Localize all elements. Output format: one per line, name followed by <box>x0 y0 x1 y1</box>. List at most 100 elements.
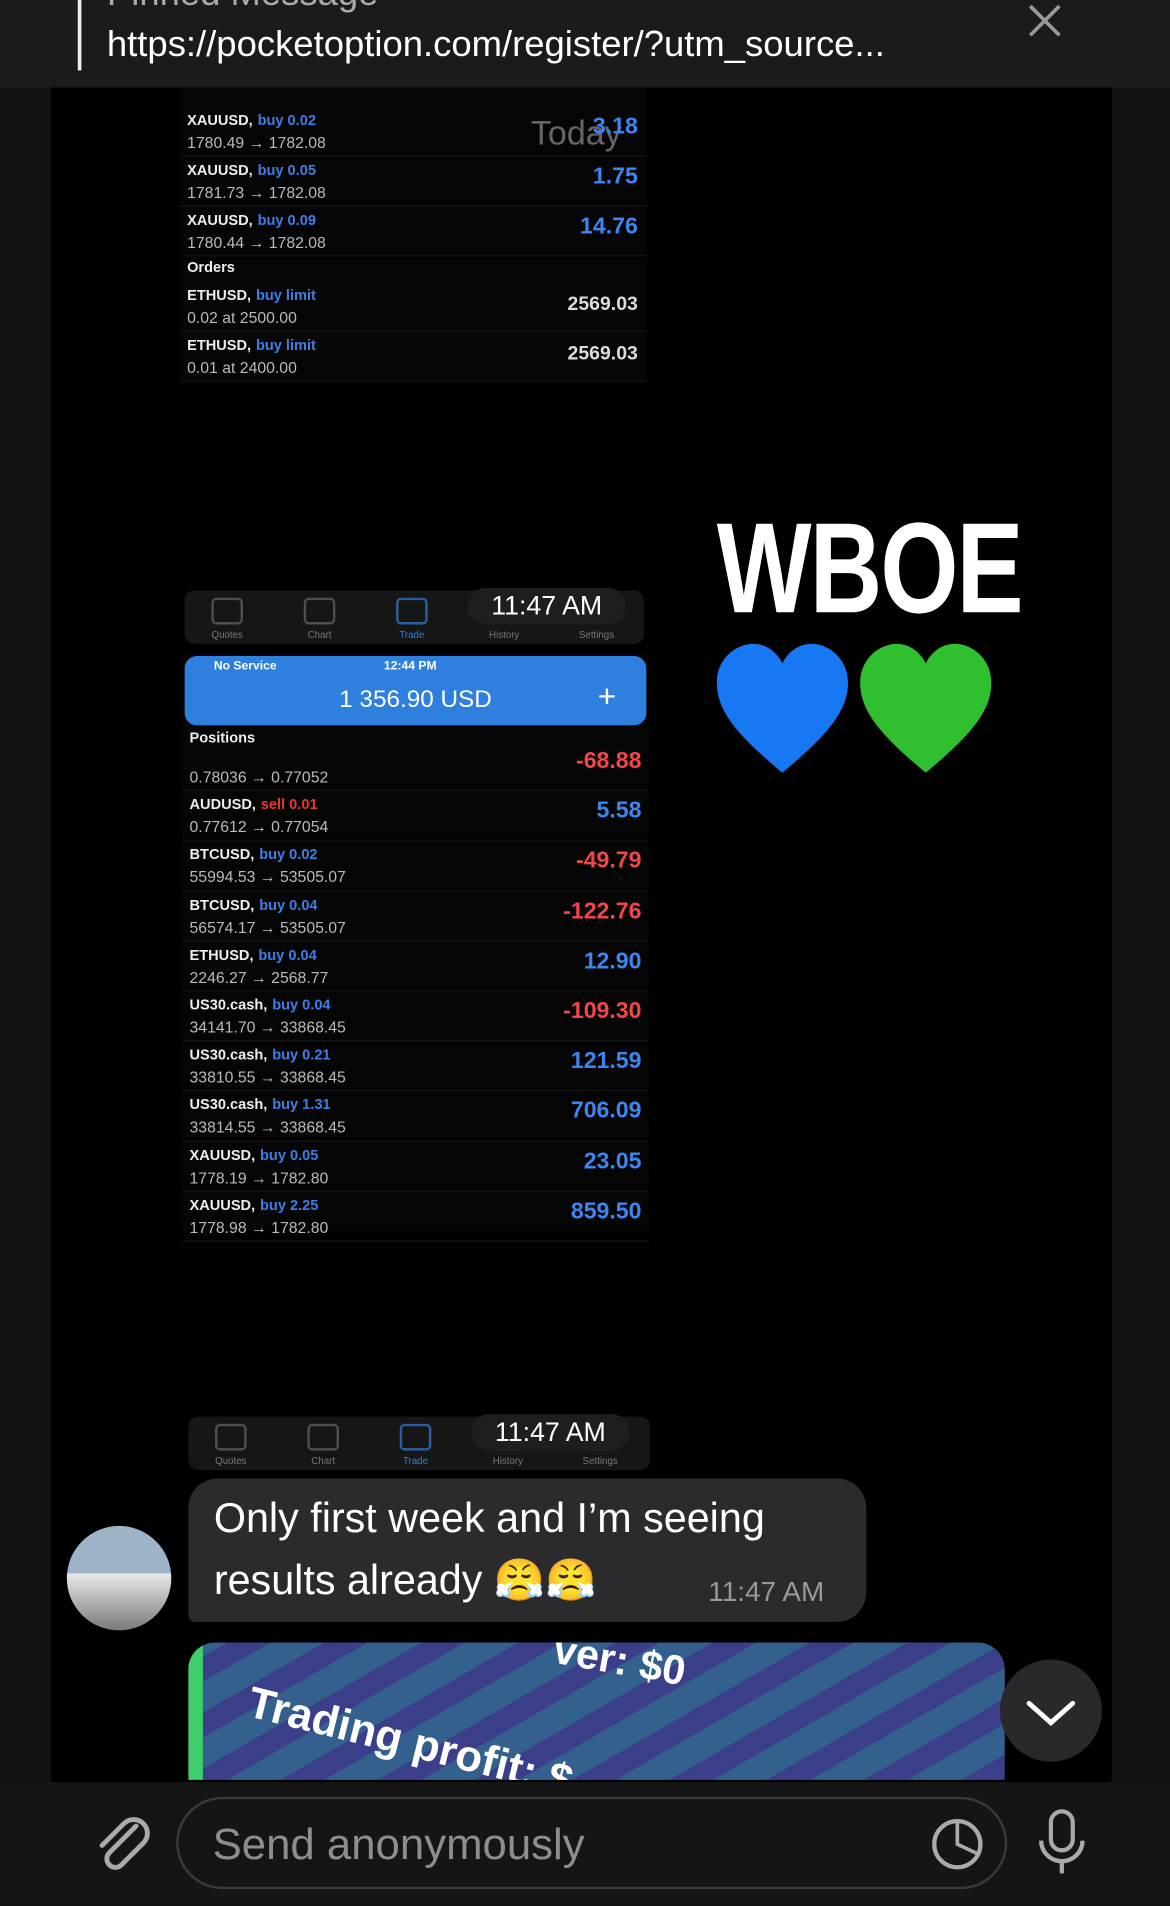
trade-prices: 1780.49 → 1782.08 <box>187 133 326 152</box>
trade-row: XAUUSD, buy 0.09 1780.44 → 1782.08 14.76 <box>179 207 648 257</box>
side: sell 0.01 <box>260 795 318 813</box>
tab-label: Trade <box>402 1455 429 1467</box>
symbol: US30.cash, <box>189 996 268 1014</box>
side: buy 0.04 <box>272 996 331 1014</box>
symbol: US30.cash, <box>189 1096 268 1114</box>
trade-row: ETHUSD, buy 0.04 2246.27 → 2568.77 12.90 <box>182 941 649 992</box>
symbol: ETHUSD, <box>187 336 252 354</box>
tab-bar: Quotes Chart Trade History Settings 11:47 AM <box>184 588 644 644</box>
orders-label: Orders <box>187 258 235 276</box>
image-preview[interactable]: ver: $0 Trading profit: $ <box>188 1642 1005 1780</box>
trade-profit: 14.76 <box>580 213 638 240</box>
side: buy 0.02 <box>259 846 318 864</box>
tab-label: Chart <box>311 1455 336 1467</box>
scroll-down-button[interactable] <box>999 1659 1102 1762</box>
trade-symbol: US30.cash, buy 1.31 <box>190 1096 331 1113</box>
screenshot-2: No Service 12:44 PM 1 356.90 USD + Posit… <box>182 653 649 1242</box>
attach-button[interactable] <box>87 1809 155 1877</box>
preview-text: ver: $0 <box>549 1642 690 1696</box>
symbol: ETHUSD, <box>189 946 254 964</box>
trade-profit: 1.75 <box>592 164 638 190</box>
trade-profit: 859.50 <box>570 1198 642 1225</box>
symbol: BTCUSD, <box>189 846 255 864</box>
trade-profit: -122.76 <box>563 898 642 925</box>
side: buy 0.21 <box>272 1046 331 1064</box>
trade-row: XAUUSD, buy 0.05 1781.73 → 1782.08 1.75 <box>179 157 648 207</box>
trade-symbol: US30.cash, buy 0.04 <box>190 996 331 1013</box>
trade-prices: 56574.17 → 53505.07 <box>189 917 346 937</box>
tab-icon <box>307 1423 339 1451</box>
symbol: XAUUSD, <box>189 1146 256 1164</box>
trade-row: BTCUSD, buy 0.04 56574.17 → 53505.07 -122.7… <box>182 891 649 942</box>
message-input[interactable]: Send anonymously <box>176 1796 1008 1890</box>
order-price: 2569.03 <box>567 294 638 315</box>
trade-profit: 5.58 <box>596 798 642 824</box>
trade-profit: 23.05 <box>583 1148 642 1175</box>
trade-prices: 33810.55 → 33868.45 <box>189 1068 346 1087</box>
tab-label: Settings <box>578 629 615 641</box>
side: buy limit <box>255 286 316 304</box>
timer-icon[interactable] <box>929 1816 985 1872</box>
mic-button[interactable] <box>1033 1807 1091 1880</box>
trade-profit: -49.79 <box>576 848 642 874</box>
trade-row: ETHUSD, buy limit 0.01 at 2400.00 2569.03 <box>179 332 648 382</box>
input-bar: Send anonymously <box>0 1782 1170 1905</box>
trade-prices: 1778.98 → 1782.80 <box>189 1218 329 1237</box>
pinned-bar[interactable]: Pinned Message https://pocketoption.com/… <box>0 0 1170 88</box>
trade-profit: -68.88 <box>576 748 642 774</box>
balance-bar: No Service 12:44 PM 1 356.90 USD + <box>184 656 647 726</box>
trade-prices: 1780.44 → 1782.08 <box>187 233 326 252</box>
trade-row: 0.78036 → 0.77052 -68.88 <box>182 741 649 792</box>
preview-edge <box>188 1642 203 1780</box>
avatar[interactable] <box>66 1525 172 1631</box>
trade-profit: 706.09 <box>570 1098 642 1125</box>
tab-icon <box>303 597 336 625</box>
message-time: 11:47 AM <box>708 1575 825 1608</box>
hearts <box>716 643 992 773</box>
tab-label: Chart <box>307 629 332 641</box>
tab-icon <box>211 597 243 625</box>
symbol: XAUUSD, <box>189 1196 256 1214</box>
trade-profit: 121.59 <box>570 1048 642 1075</box>
sticker-text: WBOE <box>716 496 1024 641</box>
side: buy 1.31 <box>272 1096 331 1114</box>
pinned-url: https://pocketoption.com/register/?utm_s… <box>106 24 885 65</box>
today-label: Today <box>530 114 622 152</box>
positions-label: Positions <box>189 728 256 746</box>
trade-prices: 1781.73 → 1782.08 <box>187 183 326 202</box>
tab-icon <box>215 1423 247 1451</box>
side: buy 2.25 <box>260 1196 319 1214</box>
trade-prices: 2246.27 → 2568.77 <box>189 968 329 987</box>
trade-symbol: ETHUSD, buy limit <box>187 287 316 304</box>
trade-profit: 12.90 <box>583 948 642 975</box>
trade-prices: 0.01 at 2400.00 <box>187 358 297 377</box>
input-placeholder: Send anonymously <box>212 1818 585 1869</box>
symbol: AUDUSD, <box>189 795 256 813</box>
tab-bar: Quotes Chart Trade History Settings 11:47 AM <box>188 1414 650 1471</box>
side: buy 0.05 <box>257 161 316 179</box>
side: buy 0.04 <box>259 896 318 914</box>
trade-prices: 1778.19 → 1782.80 <box>189 1168 329 1187</box>
close-icon[interactable] <box>1027 2 1063 38</box>
trade-symbol: XAUUSD, buy 2.25 <box>190 1196 319 1213</box>
balance: 1 356.90 USD <box>339 686 492 714</box>
tab-label: Quotes <box>215 1455 247 1467</box>
trade-symbol: XAUUSD, buy 0.05 <box>190 1146 319 1163</box>
trade-row: XAUUSD, buy 0.02 1780.49 → 1782.08 3.18 <box>179 107 648 157</box>
trade-symbol: XAUUSD, buy 0.09 <box>187 211 316 228</box>
tab-icon <box>396 597 428 625</box>
side: buy limit <box>255 336 316 354</box>
trade-prices: 0.78036 → 0.77052 <box>189 767 329 787</box>
tab-label: History <box>489 629 520 641</box>
trade-symbol: XAUUSD, buy 0.05 <box>187 162 316 179</box>
message-bubble: Only first week and I’m seeing results a… <box>188 1478 867 1622</box>
side: buy 0.02 <box>257 111 316 129</box>
message-text: Only first week and I’m seeing <box>213 1495 765 1542</box>
trade-prices: 55994.53 → 53505.07 <box>189 867 346 887</box>
trade-row: US30.cash, buy 0.21 33810.55 → 33868.45 121… <box>182 1041 649 1092</box>
preview-text: Trading profit: $ <box>243 1676 579 1780</box>
message-time: 11:47 AM <box>471 1414 630 1451</box>
status-left: No Service <box>213 659 277 674</box>
